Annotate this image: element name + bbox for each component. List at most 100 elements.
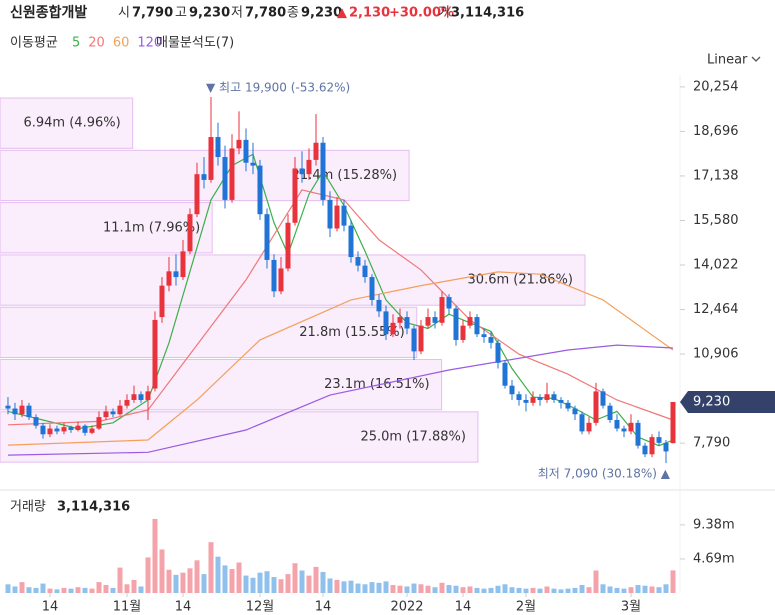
- candle-body: [502, 362, 508, 386]
- profile-bar: [0, 202, 213, 254]
- profile-bar: [0, 254, 586, 306]
- volume-bar: [544, 586, 550, 593]
- volume-bar: [516, 587, 522, 593]
- change-arrow: ▲: [337, 6, 347, 21]
- candle-body: [439, 297, 445, 323]
- volume-bar: [180, 572, 186, 593]
- analysis-label[interactable]: 매물분석도(7): [156, 36, 234, 51]
- volume-bar: [131, 579, 137, 593]
- candle-body: [663, 442, 669, 452]
- candle-body: [376, 299, 382, 312]
- profile-label: 11.1m (7.96%): [103, 220, 200, 235]
- candle-body: [341, 205, 347, 226]
- candle-body: [523, 399, 529, 403]
- high-label: 고: [175, 6, 187, 21]
- candle-body: [96, 417, 102, 429]
- candle-body: [607, 405, 613, 420]
- volume-bar: [208, 542, 214, 593]
- volume-bar: [159, 549, 165, 593]
- ma-legend-entry: 120: [137, 36, 162, 51]
- volume-bar: [474, 587, 480, 593]
- candle-body: [642, 445, 648, 455]
- volume-bar: [628, 587, 634, 593]
- close-value: 9,230: [301, 6, 342, 21]
- candle-body: [355, 257, 361, 266]
- candle-body: [635, 422, 641, 446]
- candle-body: [222, 157, 228, 200]
- volume-bar: [68, 588, 74, 593]
- candle-body: [453, 308, 459, 340]
- candle-body: [614, 419, 620, 429]
- volume-bar: [551, 588, 557, 593]
- volume-bar: [488, 587, 494, 593]
- x-tick-label: 11월: [113, 600, 142, 615]
- candle-body: [600, 391, 606, 406]
- x-tick-label: 14: [315, 600, 332, 615]
- volume-bar: [523, 588, 529, 593]
- x-tick-label: 14: [455, 600, 472, 615]
- x-tick-label: 2월: [516, 600, 536, 615]
- dropdown-chevron[interactable]: [751, 56, 761, 62]
- volume-bar: [383, 581, 389, 593]
- volume-panel-total: 3,114,316: [57, 500, 130, 515]
- volume-bar: [334, 579, 340, 593]
- volume-bar: [236, 562, 242, 593]
- candle-body: [348, 225, 354, 258]
- scale-label[interactable]: Linear: [707, 53, 748, 68]
- volume-bar: [439, 582, 445, 593]
- volume-bar: [5, 584, 11, 593]
- volume-bar: [173, 574, 179, 593]
- candle-body: [117, 405, 123, 415]
- volume-bar: [411, 583, 417, 593]
- candle-body: [208, 137, 214, 180]
- volume-bar: [355, 583, 361, 593]
- volume-bar: [152, 518, 158, 593]
- volume-bar: [215, 556, 221, 593]
- candle-body: [467, 317, 473, 326]
- candle-body: [131, 394, 137, 400]
- candle-body: [145, 391, 151, 400]
- volume-bar: [642, 585, 648, 593]
- y-tick-label: 15,580: [693, 213, 739, 228]
- volume-bar: [390, 585, 396, 593]
- candle-body: [551, 394, 557, 400]
- volume-tick-label: 9.38m: [693, 517, 735, 532]
- volume-bar: [292, 563, 298, 593]
- x-tick-label: 2022: [390, 600, 423, 615]
- volume-panel-label: 거래량: [10, 500, 46, 515]
- ma-line: [7, 344, 674, 456]
- candle-body: [159, 285, 165, 318]
- candle-body: [5, 405, 11, 409]
- profile-label: 25.0m (17.88%): [360, 429, 465, 444]
- candle-body: [285, 222, 291, 269]
- candle-body: [628, 422, 634, 432]
- volume-bar: [327, 578, 333, 593]
- x-tick-label: 14: [42, 600, 59, 615]
- y-tick-label: 12,464: [693, 302, 739, 317]
- profile-label: 21.8m (15.55%): [299, 325, 404, 340]
- candle-body: [26, 405, 32, 418]
- candle-body: [516, 394, 522, 400]
- volume-bar: [12, 586, 18, 593]
- volume-bar: [61, 587, 67, 593]
- stock-name: 신원종합개발: [10, 4, 87, 21]
- candle-body: [68, 427, 74, 430]
- scale-button[interactable]: Linear: [707, 53, 761, 68]
- low-annotation: 최저 7,090 (30.18%) ▲: [538, 467, 671, 481]
- candle-body: [33, 417, 39, 426]
- candle-body: [397, 317, 403, 323]
- volume-bar: [369, 582, 375, 593]
- x-tick-label: 14: [175, 600, 192, 615]
- y-tick-label: 7,790: [693, 436, 730, 451]
- ma-legend-entry: 20: [88, 36, 105, 51]
- volume-bar: [600, 584, 606, 593]
- candle-body: [257, 165, 263, 215]
- candle-body: [110, 411, 116, 415]
- volume-bar: [75, 587, 81, 593]
- candle-body: [537, 397, 543, 400]
- candle-body: [446, 297, 452, 309]
- volume-bar: [446, 585, 452, 593]
- y-tick-label: 20,254: [693, 79, 739, 94]
- volume-bar: [649, 586, 655, 593]
